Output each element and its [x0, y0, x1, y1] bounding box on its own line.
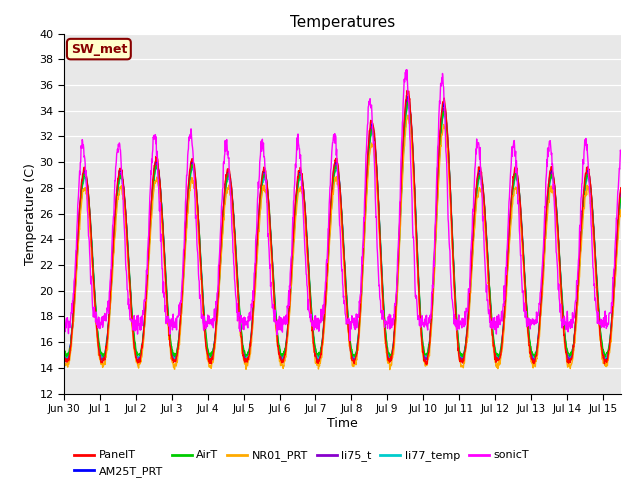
AirT [404, 99, 412, 105]
AM25T_PRT [617, 189, 625, 194]
AM25T_PRT [314, 357, 322, 363]
li75_t [617, 192, 625, 198]
li75_t [404, 96, 412, 102]
Title: Temperatures: Temperatures [290, 15, 395, 30]
NR01_PRT [318, 355, 326, 360]
li77_temp [351, 358, 358, 363]
AirT [617, 195, 625, 201]
Line: AirT: AirT [64, 102, 621, 357]
X-axis label: Time: Time [327, 417, 358, 430]
AirT [296, 172, 304, 178]
Line: NR01_PRT: NR01_PRT [64, 115, 621, 370]
sonicT [296, 154, 304, 160]
PanelT [377, 252, 385, 258]
li77_temp [296, 176, 304, 181]
li77_temp [617, 195, 625, 201]
li75_t [126, 279, 134, 285]
li75_t [103, 339, 111, 345]
Line: li77_temp: li77_temp [64, 105, 621, 360]
NR01_PRT [60, 359, 68, 365]
PanelT [126, 279, 134, 285]
sonicT [126, 312, 134, 318]
PanelT [318, 344, 326, 349]
NR01_PRT [126, 286, 134, 292]
AM25T_PRT [318, 339, 326, 345]
li75_t [308, 316, 316, 322]
AM25T_PRT [296, 168, 304, 174]
Text: SW_met: SW_met [70, 43, 127, 56]
li77_temp [60, 347, 68, 352]
AirT [60, 348, 68, 353]
NR01_PRT [308, 324, 316, 330]
NR01_PRT [617, 207, 625, 213]
AM25T_PRT [308, 317, 316, 323]
li77_temp [404, 102, 412, 108]
sonicT [403, 67, 411, 72]
PanelT [103, 338, 111, 344]
li75_t [296, 170, 304, 176]
AM25T_PRT [378, 259, 385, 264]
AM25T_PRT [404, 93, 412, 99]
NR01_PRT [377, 260, 385, 266]
li75_t [318, 345, 326, 351]
AM25T_PRT [126, 277, 134, 283]
Line: AM25T_PRT: AM25T_PRT [64, 96, 621, 360]
NR01_PRT [296, 184, 304, 190]
li77_temp [378, 255, 385, 261]
Line: sonicT: sonicT [64, 70, 621, 340]
PanelT [60, 353, 68, 359]
sonicT [60, 317, 68, 323]
AirT [318, 341, 326, 347]
li77_temp [103, 338, 111, 344]
li75_t [457, 359, 465, 365]
AM25T_PRT [103, 335, 111, 341]
AirT [103, 336, 111, 342]
Y-axis label: Temperature (C): Temperature (C) [24, 163, 36, 264]
NR01_PRT [386, 367, 394, 372]
sonicT [318, 317, 326, 323]
li75_t [60, 352, 68, 358]
sonicT [346, 337, 354, 343]
li77_temp [308, 312, 316, 318]
AirT [531, 354, 538, 360]
PanelT [308, 317, 316, 323]
li77_temp [318, 344, 326, 350]
AirT [308, 310, 316, 315]
PanelT [296, 165, 304, 170]
Line: PanelT: PanelT [64, 90, 621, 364]
li75_t [377, 252, 385, 258]
PanelT [617, 185, 625, 191]
PanelT [422, 361, 430, 367]
PanelT [403, 87, 411, 93]
sonicT [378, 310, 385, 316]
AirT [126, 275, 134, 280]
li77_temp [126, 280, 134, 286]
sonicT [103, 305, 111, 311]
sonicT [617, 150, 625, 156]
NR01_PRT [404, 112, 412, 118]
AirT [377, 248, 385, 254]
AM25T_PRT [60, 349, 68, 355]
Line: li75_t: li75_t [64, 99, 621, 362]
sonicT [308, 320, 316, 326]
NR01_PRT [103, 343, 111, 348]
Legend: PanelT, AM25T_PRT, AirT, NR01_PRT, li75_t, li77_temp, sonicT: PanelT, AM25T_PRT, AirT, NR01_PRT, li75_… [70, 446, 533, 480]
